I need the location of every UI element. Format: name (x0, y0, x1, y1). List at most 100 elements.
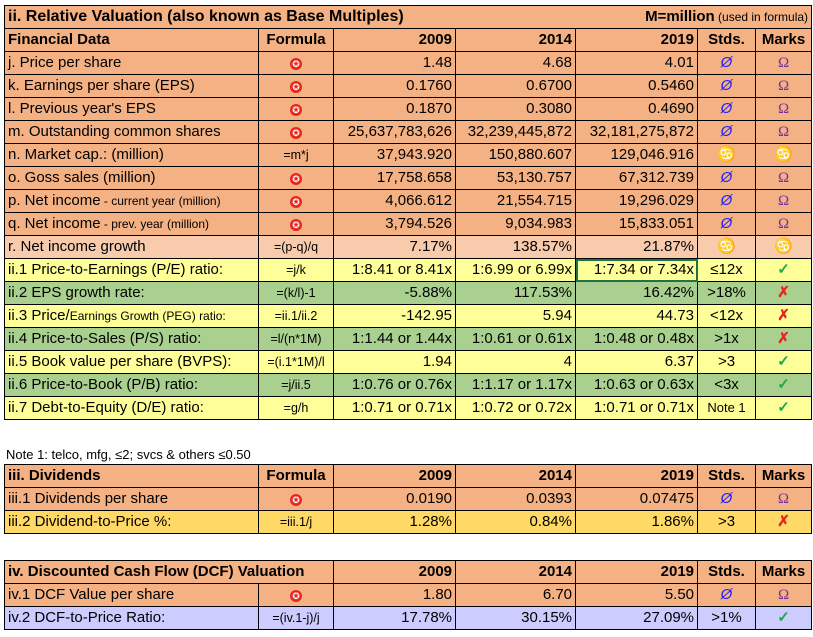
header-2014[interactable]: 2014 (455, 560, 577, 584)
value-cell-2019[interactable]: 6.37 (575, 350, 698, 374)
marks-cell[interactable]: ✗ (754, 281, 813, 305)
formula-cell[interactable]: =g/h (258, 396, 334, 420)
marks-cell[interactable]: Ω (754, 74, 813, 98)
value-cell-2014[interactable]: 9,034.983 (455, 212, 576, 236)
marks-cell[interactable]: Ω (754, 51, 813, 75)
stds-cell[interactable]: >18% (697, 281, 756, 305)
value-cell-2009[interactable]: -142.95 (333, 304, 456, 328)
row-label[interactable]: ii.5 Book value per share (BVPS): (4, 350, 259, 374)
marks-cell[interactable]: ✗ (755, 510, 812, 534)
stds-cell[interactable]: Ø (697, 583, 757, 607)
row-label[interactable]: ii.6 Price-to-Book (P/B) ratio: (4, 373, 259, 397)
value-cell-2009[interactable]: 1:0.76 or 0.76x (333, 373, 456, 397)
formula-cell[interactable]: ✪ (258, 51, 334, 75)
value-cell-2014[interactable]: 0.3080 (455, 97, 576, 121)
row-label[interactable]: o. Goss sales (million) (4, 166, 259, 190)
value-cell-2009[interactable]: 1.28% (333, 510, 456, 534)
row-label[interactable]: iii.1 Dividends per share (4, 487, 259, 511)
value-cell-2014[interactable]: 0.6700 (455, 74, 576, 98)
row-label[interactable]: iii.2 Dividend-to-Price %: (4, 510, 259, 534)
formula-cell[interactable]: ✪ (258, 487, 334, 511)
header-marks[interactable]: Marks (754, 28, 813, 52)
stds-cell[interactable]: Ø (697, 166, 756, 190)
stds-cell[interactable]: Ø (697, 120, 756, 144)
value-cell-2009[interactable]: 1:0.71 or 0.71x (333, 396, 456, 420)
formula-cell[interactable]: ✪ (257, 583, 335, 607)
formula-cell[interactable]: =(k/l)-1 (258, 281, 334, 305)
marks-cell[interactable]: Ω (754, 97, 813, 121)
header-formula[interactable]: Formula (258, 464, 334, 488)
marks-cell[interactable]: ✓ (754, 373, 813, 397)
header-2009[interactable]: 2009 (333, 464, 456, 488)
marks-cell[interactable]: ✗ (754, 304, 813, 328)
value-cell-2014[interactable]: 138.57% (455, 235, 576, 259)
value-cell-2009[interactable]: 1:8.41 or 8.41x (333, 258, 456, 282)
marks-cell[interactable]: Ω (754, 212, 813, 236)
value-cell-2019[interactable]: 15,833.051 (575, 212, 698, 236)
row-label[interactable]: n. Market cap.: (million) (4, 143, 259, 167)
value-cell-2009[interactable]: -5.88% (333, 281, 456, 305)
header-marks[interactable]: Marks (755, 560, 813, 584)
header-formula[interactable]: Formula (258, 28, 334, 52)
marks-cell[interactable]: Ω (754, 120, 813, 144)
formula-cell[interactable]: ✪ (258, 97, 334, 121)
marks-cell[interactable]: ✓ (755, 606, 813, 630)
header-2014[interactable]: 2014 (455, 464, 576, 488)
value-cell-2019[interactable]: 129,046.916 (575, 143, 698, 167)
marks-cell[interactable]: Ω (755, 487, 812, 511)
value-cell-2019[interactable]: 4.01 (575, 51, 698, 75)
value-cell-2009[interactable]: 1.48 (333, 51, 456, 75)
stds-cell[interactable]: Ø (697, 51, 756, 75)
value-cell-2009[interactable]: 4,066.612 (333, 189, 456, 213)
marks-cell[interactable]: ✓ (754, 396, 813, 420)
marks-cell[interactable]: ✓ (754, 258, 813, 282)
value-cell-2019[interactable]: 27.09% (575, 606, 699, 630)
value-cell-2014[interactable]: 32,239,445,872 (455, 120, 576, 144)
header-2009[interactable]: 2009 (333, 560, 457, 584)
stds-cell[interactable]: Ø (697, 212, 756, 236)
value-cell-2014[interactable]: 6.70 (455, 583, 577, 607)
formula-cell[interactable]: ✪ (258, 166, 334, 190)
value-cell-2009[interactable]: 7.17% (333, 235, 456, 259)
formula-cell[interactable]: =(iv.1-j)/j (257, 606, 335, 630)
value-cell-2014[interactable]: 4.68 (455, 51, 576, 75)
row-label[interactable]: ii.3 Price/Earnings Growth (PEG) ratio: (4, 304, 259, 328)
value-cell-2019[interactable]: 1:0.48 or 0.48x (575, 327, 698, 351)
row-label[interactable]: iv.1 DCF Value per share (4, 583, 259, 607)
value-cell-2014[interactable]: 1:0.61 or 0.61x (455, 327, 576, 351)
stds-cell[interactable]: >3 (697, 350, 756, 374)
stds-cell[interactable]: Note 1 (697, 396, 756, 420)
value-cell-2014[interactable]: 1:1.17 or 1.17x (455, 373, 576, 397)
value-cell-2019[interactable]: 1:7.34 or 7.34x (575, 258, 698, 282)
stds-cell[interactable]: >1% (697, 606, 757, 630)
header-2014[interactable]: 2014 (455, 28, 576, 52)
formula-cell[interactable]: =j/k (258, 258, 334, 282)
value-cell-2019[interactable]: 67,312.739 (575, 166, 698, 190)
marks-cell[interactable]: ✓ (754, 350, 813, 374)
row-label[interactable]: p. Net income - current year (million) (4, 189, 259, 213)
formula-cell[interactable]: ✪ (258, 212, 334, 236)
header-stds[interactable]: Stds. (697, 560, 757, 584)
value-cell-2009[interactable]: 37,943.920 (333, 143, 456, 167)
formula-cell[interactable]: ✪ (258, 189, 334, 213)
stds-cell[interactable]: <3x (697, 373, 756, 397)
header-2009[interactable]: 2009 (333, 28, 456, 52)
stds-cell[interactable]: Ø (697, 97, 756, 121)
value-cell-2019[interactable]: 5.50 (575, 583, 699, 607)
marks-cell[interactable]: ✗ (754, 327, 813, 351)
formula-cell[interactable]: =iii.1/j (258, 510, 334, 534)
value-cell-2019[interactable]: 1:0.63 or 0.63x (575, 373, 698, 397)
row-label[interactable]: j. Price per share (4, 51, 259, 75)
marks-cell[interactable]: ♋ (754, 143, 813, 167)
row-label[interactable]: ii.2 EPS growth rate: (4, 281, 259, 305)
value-cell-2019[interactable]: 1.86% (575, 510, 698, 534)
section-title-cell[interactable]: ii. Relative Valuation (also known as Ba… (3, 5, 813, 29)
marks-cell[interactable]: Ω (754, 189, 813, 213)
value-cell-2019[interactable]: 1:0.71 or 0.71x (575, 396, 698, 420)
stds-cell[interactable]: Ø (697, 74, 756, 98)
value-cell-2009[interactable]: 3,794.526 (333, 212, 456, 236)
value-cell-2014[interactable]: 0.84% (455, 510, 576, 534)
stds-cell[interactable]: ♋ (697, 235, 756, 259)
formula-cell[interactable]: ✪ (258, 120, 334, 144)
value-cell-2014[interactable]: 117.53% (455, 281, 576, 305)
